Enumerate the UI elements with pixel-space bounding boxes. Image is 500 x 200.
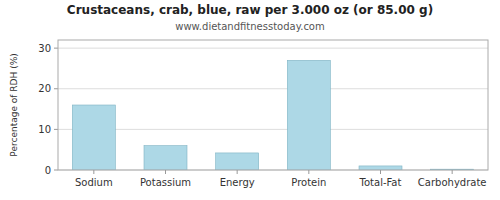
grid [58, 48, 488, 170]
x-tick [380, 170, 381, 174]
chart: Crustaceans, crab, blue, raw per 3.000 o… [0, 0, 500, 200]
grid-line [58, 129, 488, 130]
bars [72, 60, 473, 170]
x-tick-label: Energy [220, 177, 255, 188]
chart-container: Crustaceans, crab, blue, raw per 3.000 o… [0, 0, 500, 200]
bar [287, 60, 330, 170]
y-tick [54, 88, 58, 89]
x-tick-label: Total-Fat [359, 177, 402, 188]
y-tick [54, 170, 58, 171]
y-axis-label: Percentage of RDH (%) [9, 53, 19, 156]
x-tick-label: Potassium [140, 177, 191, 188]
x-tick [165, 170, 166, 174]
y-tick-label: 30 [38, 43, 51, 54]
bar [144, 146, 187, 170]
x-tick-label: Carbohydrate [418, 177, 487, 188]
bar [216, 153, 259, 170]
x-tick [237, 170, 238, 174]
bar [72, 105, 115, 170]
y-tick [54, 129, 58, 130]
y-tick-label: 0 [45, 165, 51, 176]
plot-frame [58, 40, 488, 170]
bar [359, 166, 402, 170]
x-tick [308, 170, 309, 174]
x-tick [452, 170, 453, 174]
subtitle: www.dietandfitnesstoday.com [175, 21, 324, 32]
grid-line [58, 88, 488, 89]
x-tick-label: Sodium [75, 177, 113, 188]
x-tick-label: Protein [291, 177, 326, 188]
y-tick [54, 48, 58, 49]
y-tick-label: 20 [38, 83, 51, 94]
grid-line [58, 48, 488, 49]
title: Crustaceans, crab, blue, raw per 3.000 o… [67, 3, 433, 17]
y-tick-label: 10 [38, 124, 51, 135]
x-tick [93, 170, 94, 174]
